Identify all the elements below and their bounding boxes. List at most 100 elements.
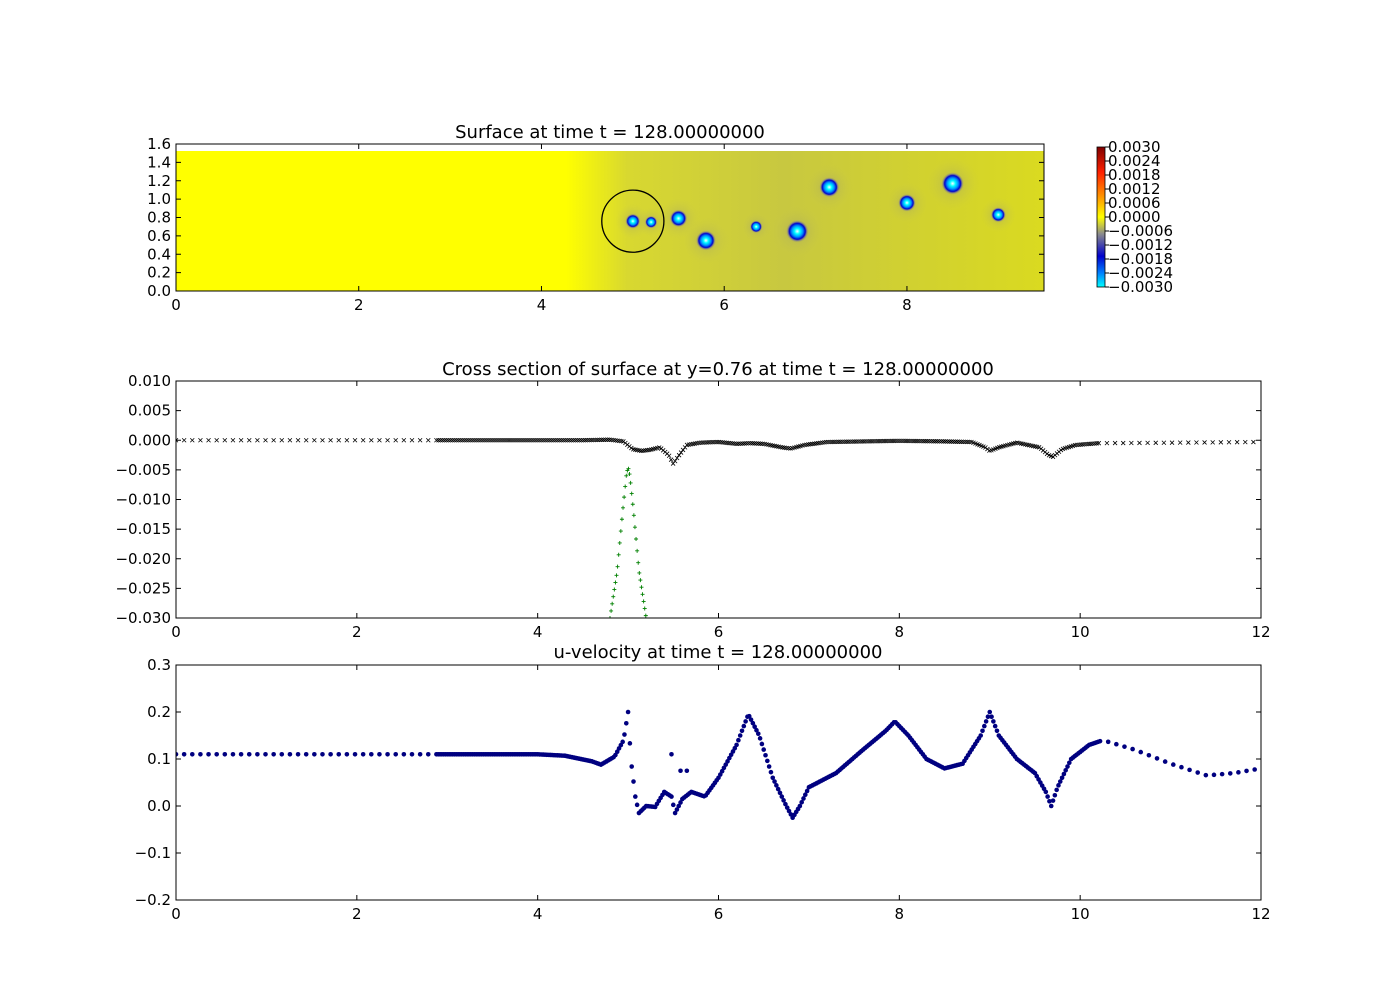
velocity-point [214, 752, 219, 757]
velocity-point [295, 752, 301, 757]
initial-profile-point [643, 613, 648, 618]
cross-section-point [712, 439, 718, 445]
initial-profile-point [623, 484, 628, 489]
velocity-point [746, 713, 752, 719]
cross-section-point [533, 437, 539, 443]
cross-section-point [589, 437, 594, 443]
cross-section-point [477, 437, 483, 443]
cross-section-point [1129, 440, 1134, 446]
cross-section-point [887, 438, 893, 444]
cross-section-point [446, 437, 451, 443]
cross-section-point [409, 437, 415, 443]
x-tick-label: 6 [714, 905, 724, 923]
velocity-point [801, 796, 806, 801]
cross-section-point [706, 440, 712, 445]
initial-profile-point [608, 616, 612, 618]
velocity-point [1061, 771, 1067, 777]
velocity-point [994, 728, 1000, 734]
cross-section-point [891, 438, 897, 444]
colorbar-label: 0.0030 [1108, 138, 1161, 156]
cross-section-point [748, 440, 753, 446]
initial-profile-point [609, 608, 614, 613]
velocity-point [1162, 759, 1168, 764]
cross-section-point [467, 437, 473, 443]
velocity-point [985, 714, 991, 719]
cross-section-point [198, 437, 203, 443]
cross-section-point [740, 441, 746, 446]
cross-section-point [708, 439, 714, 445]
cross-section-point [835, 439, 841, 445]
velocity-point [303, 752, 309, 757]
cross-section-point [831, 439, 837, 445]
velocity-point [1154, 756, 1160, 761]
initial-profile-point [614, 573, 619, 578]
cross-section-point [752, 441, 757, 446]
cross-section-point [481, 437, 487, 443]
cross-section-point [897, 438, 903, 444]
x-tick-label: 4 [533, 905, 543, 923]
cross-section-point [603, 437, 608, 443]
y-tick-label: 1.0 [147, 190, 171, 208]
y-tick-label: −0.2 [135, 891, 171, 909]
velocity-point [741, 723, 747, 729]
cross-section-point [927, 438, 932, 444]
cross-section-point [1186, 440, 1191, 445]
cross-section-point [837, 439, 843, 445]
initial-profile-point [632, 525, 637, 530]
y-tick-label: −0.030 [115, 609, 171, 627]
cross-section-point [869, 439, 875, 444]
cross-section-point [955, 439, 960, 445]
cross-section-point [547, 437, 553, 443]
surface-panel: Surface at time t = 128.00000000 0 2 4 6 8 0.… [147, 122, 1045, 314]
cross-section-point [1234, 439, 1240, 445]
cross-section-point [825, 439, 831, 445]
cross-section-point [553, 437, 559, 443]
x-tick-label: 12 [1251, 905, 1270, 923]
velocity-point [739, 728, 745, 734]
cross-section-point [529, 437, 535, 443]
cross-section-point [279, 437, 285, 443]
velocity-point [674, 807, 680, 812]
velocity-point [627, 741, 633, 746]
velocity-point [344, 752, 350, 757]
cross-section-point [303, 437, 309, 443]
velocity-point [670, 802, 676, 808]
velocity-point [312, 752, 317, 757]
initial-profile-point [626, 466, 631, 471]
cross-section-point [585, 437, 590, 443]
x-tick-label: 4 [537, 296, 547, 314]
cross-section-point [829, 439, 835, 445]
initial-profile-point [631, 513, 636, 518]
cross-section-point [493, 437, 499, 443]
cross-section-point [756, 441, 761, 446]
cross-section-point [666, 453, 672, 459]
cross-section-point [454, 437, 459, 443]
velocity-point [987, 709, 993, 715]
initial-profile-point [611, 594, 616, 599]
cross-section-axes-frame [175, 380, 1262, 619]
velocity-point [181, 752, 187, 757]
velocity-point [401, 752, 407, 757]
velocity-point [763, 752, 768, 758]
cross-section-point [861, 439, 867, 444]
cross-section-point [543, 437, 549, 443]
cross-section-point [571, 437, 576, 443]
cross-section-point [847, 439, 853, 444]
x-tick-label: 10 [1071, 905, 1090, 923]
velocity-outlier-point [669, 752, 674, 757]
cross-section-point [931, 439, 936, 444]
velocity-point [176, 752, 179, 757]
cross-section-point [551, 437, 557, 443]
cross-section-point [702, 440, 708, 445]
initial-profile-point [639, 585, 644, 590]
cross-section-point [957, 439, 962, 445]
cross-section-point [951, 439, 956, 444]
velocity-point [1057, 779, 1063, 784]
cross-section-point [1194, 440, 1199, 445]
cross-section-point [881, 438, 887, 444]
initial-profile-point [624, 473, 629, 478]
velocity-ticks: 0 2 4 6 8 10 12 0.3 0.2 0.1 0.0 −0.1 −0.2 [135, 656, 1271, 923]
velocity-point [633, 794, 638, 799]
cross-section-point [937, 439, 942, 444]
velocity-point [1045, 794, 1050, 799]
